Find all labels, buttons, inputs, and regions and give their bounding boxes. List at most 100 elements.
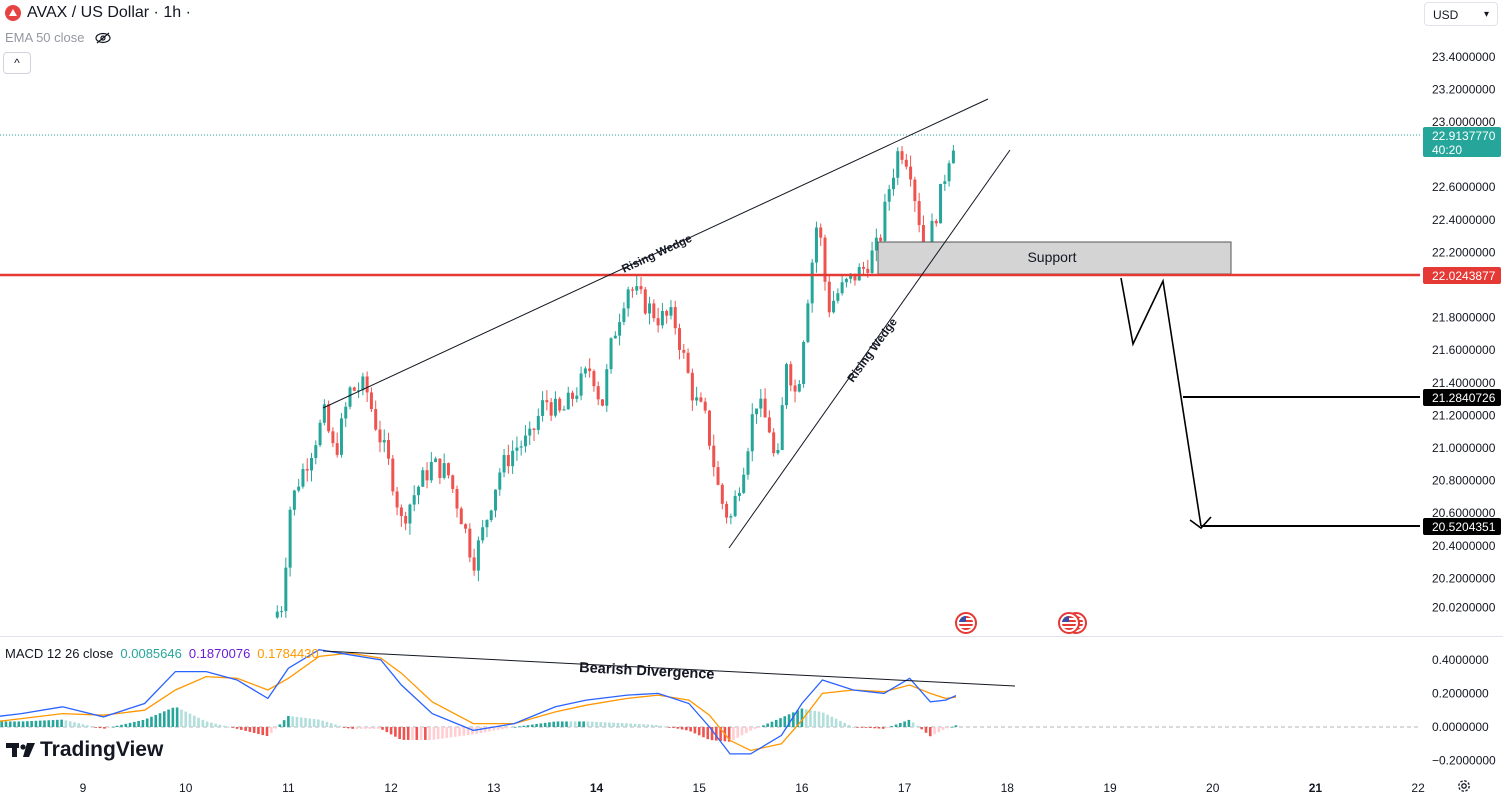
macd-hist-bar bbox=[744, 727, 748, 734]
divergence-line[interactable] bbox=[322, 650, 1016, 687]
time-axis[interactable]: 9 10 11 12 13 14 15 16 17 18 19 20 21 22 bbox=[80, 781, 1425, 795]
candle-body bbox=[536, 415, 540, 430]
candle-body bbox=[712, 445, 716, 468]
macd-hist-bar bbox=[911, 722, 915, 727]
price-axis[interactable]: 23.4000000 23.2000000 23.0000000 22.6000000… bbox=[1432, 50, 1496, 615]
wedge-upper-line[interactable] bbox=[322, 98, 989, 409]
macd-hist-bar bbox=[779, 718, 782, 727]
macd-legend[interactable]: MACD 12 26 close 0.0085646 0.1870076 0.1… bbox=[5, 646, 319, 661]
candle-body bbox=[930, 220, 934, 253]
gear-icon[interactable] bbox=[1456, 778, 1472, 794]
candle-body bbox=[849, 273, 853, 279]
macd-hist-bar bbox=[843, 722, 846, 727]
macd-hist-bar bbox=[436, 727, 440, 740]
macd-hist-bar bbox=[655, 725, 658, 727]
eye-off-icon[interactable] bbox=[94, 32, 111, 44]
price-tick-label: 22.2000000 bbox=[1432, 245, 1496, 259]
time-tick-label: 12 bbox=[384, 781, 398, 795]
macd-hist-bar bbox=[244, 727, 247, 731]
candle-body bbox=[857, 266, 861, 281]
avax-logo-icon bbox=[5, 5, 21, 21]
time-tick-label: 10 bbox=[179, 781, 193, 795]
macd-hist-bar bbox=[21, 721, 25, 727]
macd-hist-bar bbox=[304, 717, 307, 727]
tradingview-logo[interactable]: TradingView bbox=[6, 738, 163, 762]
candle-body bbox=[836, 293, 840, 301]
wedge-lower-line[interactable] bbox=[728, 149, 1011, 549]
macd-hist-bar bbox=[616, 722, 620, 727]
symbol-header[interactable]: AVAX / US Dollar · 1h · bbox=[5, 4, 191, 22]
macd-hist-bar bbox=[81, 724, 85, 727]
macd-hist-bar bbox=[17, 721, 21, 727]
macd-hist-bar bbox=[650, 724, 654, 727]
macd-hist-bar bbox=[458, 727, 461, 737]
macd-axis[interactable]: 0.4000000 0.2000000 0.0000000 −0.2000000 bbox=[1432, 653, 1496, 768]
macd-hist-bar bbox=[291, 716, 294, 727]
price-tick-label: 21.4000000 bbox=[1432, 376, 1496, 390]
macd-hist-bar bbox=[526, 725, 530, 727]
macd-hist-bar bbox=[115, 725, 119, 727]
macd-hist-bar bbox=[265, 727, 269, 737]
macd-hist-bar bbox=[796, 710, 799, 727]
candle-body bbox=[900, 151, 904, 160]
symbol-title: AVAX / US Dollar · 1h · bbox=[27, 4, 191, 21]
macd-hist-bar bbox=[441, 727, 444, 739]
divergence-label: Bearish Divergence bbox=[579, 660, 715, 683]
macd-line-value: 0.1870076 bbox=[188, 646, 251, 661]
macd-hist-bar bbox=[881, 727, 885, 729]
macd-hist-bar bbox=[77, 723, 81, 727]
us-flag-icon[interactable] bbox=[1058, 612, 1080, 634]
currency-select[interactable]: USD ▾ bbox=[1424, 2, 1498, 26]
time-tick-label: 14 bbox=[590, 781, 604, 795]
macd-hist-bar bbox=[509, 727, 513, 728]
target-1-value: 21.2840726 bbox=[1432, 391, 1496, 405]
macd-hist-bar bbox=[171, 707, 175, 727]
macd-hist-bar bbox=[693, 727, 697, 734]
macd-hist-bar bbox=[432, 727, 436, 740]
macd-hist-bar bbox=[946, 727, 949, 729]
macd-hist-bar bbox=[453, 727, 457, 737]
macd-hist-bar bbox=[821, 712, 825, 727]
candle-body bbox=[515, 447, 519, 451]
macd-hist-bar bbox=[210, 722, 213, 727]
time-tick-label: 21 bbox=[1309, 781, 1323, 795]
time-tick-label: 16 bbox=[795, 781, 809, 795]
macd-hist-bar bbox=[770, 721, 774, 727]
price-tick-label: 20.2000000 bbox=[1432, 571, 1496, 585]
us-flag-icon[interactable] bbox=[955, 612, 977, 634]
macd-hist-bar bbox=[736, 727, 740, 738]
macd-hist-bar bbox=[351, 727, 354, 729]
collapse-legend-button[interactable]: ^ bbox=[3, 52, 31, 74]
wedge-label-upper: Rising Wedge bbox=[620, 233, 694, 276]
macd-hist-bar bbox=[732, 727, 735, 740]
candle-body bbox=[519, 446, 523, 448]
macd-hist-bar bbox=[642, 724, 645, 727]
target-1-tag bbox=[1423, 389, 1501, 406]
candle-body bbox=[618, 322, 622, 336]
projection-path[interactable] bbox=[1120, 277, 1202, 527]
macd-hist-bar bbox=[248, 727, 252, 732]
candle-body bbox=[643, 289, 647, 314]
currency-value: USD bbox=[1433, 8, 1459, 22]
candle-body bbox=[819, 227, 823, 238]
macd-hist-bar bbox=[85, 725, 89, 727]
macd-hist-bar bbox=[702, 727, 705, 738]
candle-body bbox=[361, 376, 365, 391]
macd-hist-bar bbox=[462, 727, 466, 736]
candle-body bbox=[451, 475, 455, 490]
macd-hist-bar bbox=[539, 723, 543, 727]
macd-hist-bar bbox=[175, 707, 179, 727]
macd-hist-bar bbox=[334, 724, 337, 727]
macd-hist-bar bbox=[398, 727, 401, 740]
macd-hist-bar bbox=[471, 727, 474, 735]
wedge-label-lower: Rising Wedge bbox=[846, 316, 900, 384]
macd-hist-bar bbox=[856, 727, 859, 728]
macd-hist-bar bbox=[158, 713, 162, 727]
macd-hist-bar bbox=[599, 722, 603, 727]
candle-body bbox=[553, 398, 557, 416]
macd-hist-bar bbox=[637, 724, 641, 727]
macd-hist-bar bbox=[813, 710, 817, 727]
ema-indicator-row[interactable]: EMA 50 close bbox=[5, 30, 111, 45]
macd-hist-bar bbox=[877, 727, 881, 729]
